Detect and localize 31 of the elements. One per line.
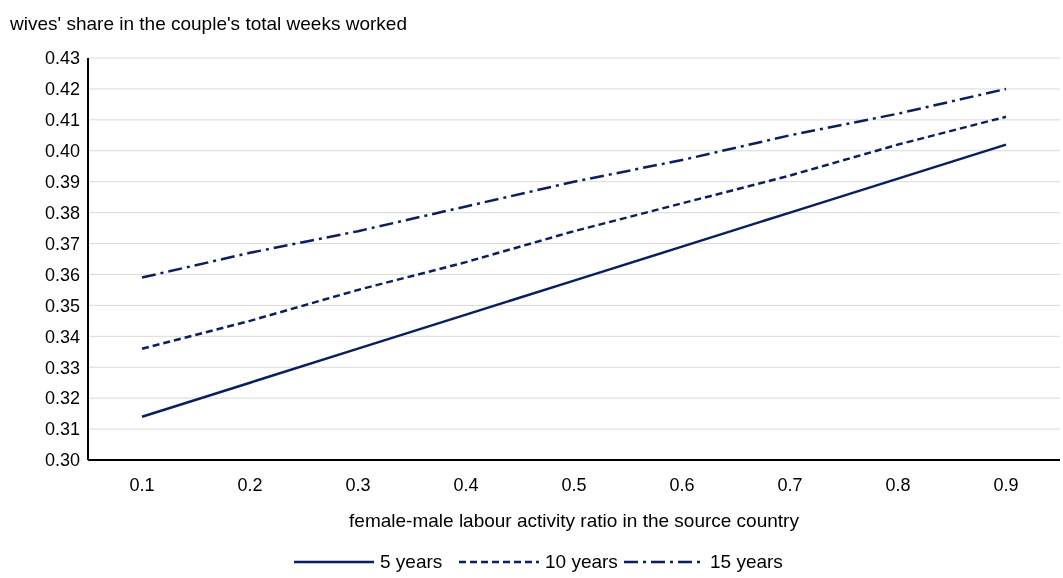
y-tick-label: 0.35 — [44, 295, 80, 316]
y-tick-label: 0.41 — [44, 110, 80, 131]
y-tick-label: 0.37 — [44, 233, 80, 254]
legend-label: 15 years — [710, 551, 783, 572]
y-tick-label: 0.42 — [44, 79, 80, 100]
x-tick-label: 0.5 — [561, 475, 587, 495]
y-tick-label: 0.38 — [44, 202, 80, 223]
x-tick-label: 0.3 — [345, 475, 371, 495]
y-tick-label: 0.33 — [44, 357, 80, 378]
y-tick-label: 0.32 — [44, 388, 80, 409]
y-tick-label: 0.34 — [44, 326, 80, 347]
y-tick-label: 0.31 — [44, 419, 80, 440]
x-tick-label: 0.8 — [885, 475, 911, 495]
y-tick-label: 0.36 — [44, 264, 80, 285]
x-tick-label: 0.4 — [453, 475, 479, 495]
x-tick-label: 0.6 — [669, 475, 695, 495]
y-tick-label: 0.30 — [44, 450, 80, 471]
line-series — [140, 143, 1008, 418]
y-tick-label: 0.39 — [44, 171, 80, 192]
y-tick-label: 0.40 — [44, 141, 80, 162]
legend-label: 10 years — [545, 551, 618, 572]
x-tick-label: 0.2 — [237, 475, 263, 495]
y-axis-title: wives' share in the couple's total weeks worked — [9, 13, 407, 34]
line-series — [140, 87, 1008, 279]
x-axis-title: female-male labour activity ratio in the source country — [349, 510, 800, 531]
x-tick-label: 0.9 — [993, 475, 1019, 495]
x-tick-label: 0.7 — [777, 475, 803, 495]
line-series — [140, 115, 1008, 350]
legend-label: 5 years — [380, 551, 443, 572]
x-tick-label: 0.1 — [129, 475, 155, 495]
y-tick-label: 0.43 — [44, 48, 80, 69]
